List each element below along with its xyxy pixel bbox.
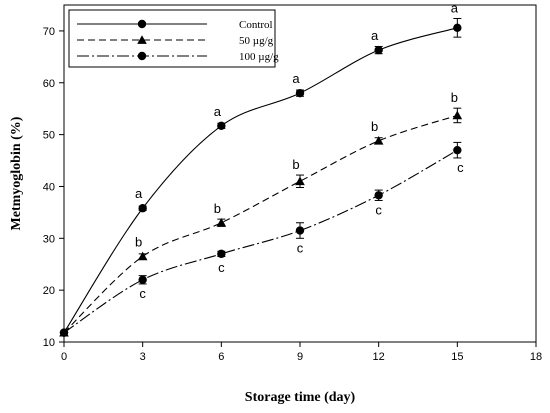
significance-letter: a	[292, 71, 300, 86]
data-point	[453, 145, 462, 155]
y-tick-label: 50	[43, 130, 55, 142]
legend-box	[68, 9, 276, 68]
data-point	[137, 251, 148, 261]
data-point	[59, 328, 69, 337]
data-point	[217, 249, 226, 259]
series-line	[63, 27, 458, 333]
x-tick-label: 3	[140, 351, 146, 363]
x-tick-label: 9	[297, 351, 303, 363]
series-line	[63, 114, 458, 334]
x-tick-label: 6	[218, 351, 224, 363]
x-tick-label: 12	[373, 351, 385, 363]
data-point	[138, 204, 147, 213]
axis-ticks: 0 3 6 9 12 15 18 10 20 30 40 50 60 70	[43, 26, 542, 363]
significance-letter: a	[371, 28, 379, 43]
y-tick-label: 60	[43, 78, 55, 90]
y-tick-label: 10	[43, 337, 55, 349]
data-point	[295, 176, 305, 186]
data-point	[452, 110, 463, 120]
data-point	[295, 226, 305, 235]
y-tick-label: 40	[43, 181, 55, 193]
legend-item: Control	[77, 19, 273, 31]
significance-letter: c	[297, 240, 304, 255]
x-tick-label: 0	[61, 351, 67, 363]
y-tick-label: 20	[43, 285, 55, 297]
series-3: c c c c c	[59, 141, 464, 337]
significance-letter: c	[139, 286, 146, 301]
data-point	[374, 45, 383, 55]
significance-letter: a	[214, 104, 222, 119]
significance-letter: b	[214, 201, 221, 216]
significance-letter: c	[375, 202, 382, 217]
significance-letter: b	[292, 157, 299, 172]
series-2: b b b b b	[59, 90, 463, 337]
data-point	[453, 23, 462, 33]
significance-letter: c	[457, 160, 464, 175]
series-1: a a a a a	[59, 0, 462, 337]
legend-item: 50 µg/g	[77, 35, 274, 47]
significance-letter: b	[135, 234, 142, 249]
data-point	[138, 275, 147, 284]
significance-letter: b	[371, 119, 378, 134]
significance-letter: c	[218, 260, 225, 275]
x-tick-label: 18	[530, 351, 542, 363]
data-point	[216, 217, 227, 227]
legend-label: 100 µg/g	[239, 51, 279, 63]
y-tick-label: 30	[43, 233, 55, 245]
x-axis-title: Storage time (day)	[245, 390, 356, 405]
x-tick-label: 15	[451, 351, 463, 363]
legend-marker	[137, 51, 147, 61]
legend-marker	[137, 35, 147, 44]
significance-letter: a	[451, 0, 459, 15]
legend-label: 50 µg/g	[239, 35, 274, 47]
significance-letter: a	[135, 186, 143, 201]
data-point	[374, 191, 383, 200]
data-point	[295, 88, 305, 98]
legend: Control 50 µg/g 100 µg/g	[68, 9, 279, 68]
legend-marker	[137, 19, 147, 29]
legend-label: Control	[239, 19, 273, 31]
data-point	[373, 136, 384, 145]
y-tick-label: 70	[43, 26, 55, 38]
series-layer: a a a a a b b b b b c c c c c	[59, 0, 464, 337]
legend-item: 100 µg/g	[77, 51, 279, 63]
series-line	[63, 149, 458, 334]
data-point	[217, 121, 226, 131]
y-axis-title: Metmyoglobin (%)	[9, 116, 24, 230]
significance-letter: b	[451, 90, 458, 105]
